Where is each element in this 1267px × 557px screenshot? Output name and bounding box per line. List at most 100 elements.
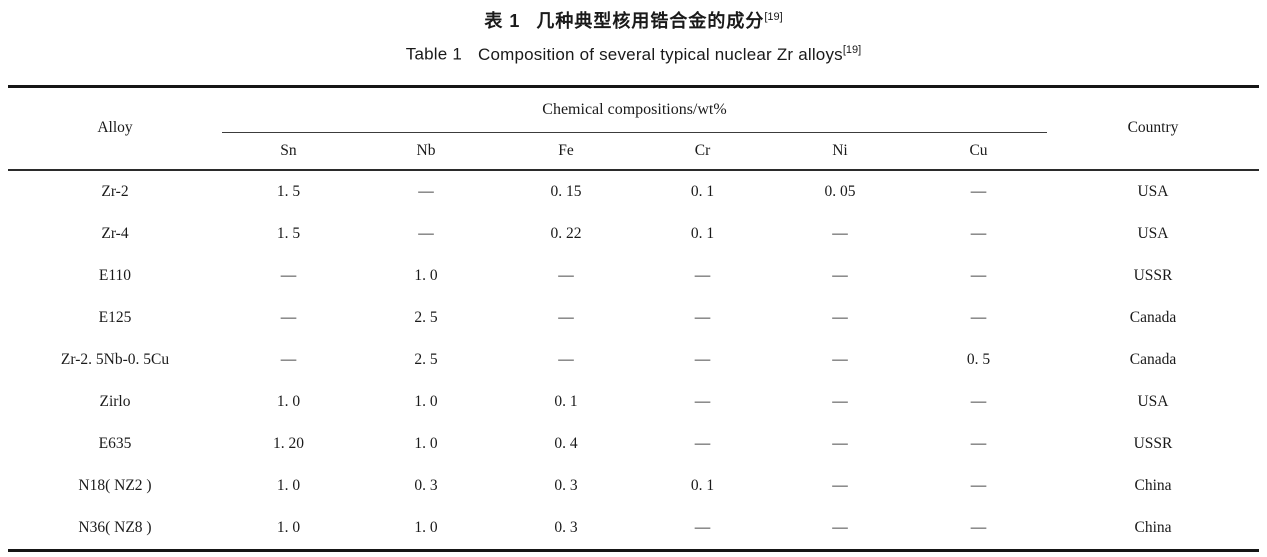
cr-value-cell: 0. 1 <box>690 182 715 200</box>
element-header-row: Sn Nb Fe Cr Ni Cu <box>8 132 1259 170</box>
cu-value-cell: — <box>970 476 987 494</box>
alloy-name-cell: N18( NZ2 ) <box>78 476 152 494</box>
sn-value-cell: 1. 5 <box>276 182 301 200</box>
table-caption-en: Table 1 Composition of several typical nu… <box>0 44 1267 65</box>
cu-value-cell: — <box>970 434 987 452</box>
alloy-name-cell: E635 <box>98 434 132 452</box>
alloy-name-cell: E110 <box>98 266 132 284</box>
table-row: E110 — 1. 0 — — — — USSR <box>8 255 1259 297</box>
cu-value-cell: — <box>970 308 987 326</box>
cu-value-cell: — <box>970 392 987 410</box>
cr-value-cell: 0. 1 <box>690 224 715 242</box>
ni-value-cell: — <box>832 308 848 326</box>
table-caption-en-text: Composition of several typical nuclear Z… <box>478 44 843 64</box>
fe-value-cell: 0. 1 <box>554 392 578 410</box>
ni-value-cell: — <box>832 350 848 368</box>
cr-value-cell: — <box>694 518 711 536</box>
composition-table: Alloy Chemical compositions/wt% Country … <box>7 84 1259 552</box>
ni-value-cell: — <box>832 266 848 284</box>
ni-value-cell: — <box>832 476 848 494</box>
nb-value-cell: 1. 0 <box>414 392 438 410</box>
ni-value-cell: 0. 05 <box>824 182 856 200</box>
nb-value-cell: 0. 3 <box>414 476 438 494</box>
reference-superscript-zh: [19] <box>764 11 783 23</box>
fe-value-cell: — <box>558 308 574 326</box>
fe-value-cell: — <box>558 350 574 368</box>
cr-value-cell: 0. 1 <box>690 476 715 494</box>
ni-value-cell: — <box>832 518 848 536</box>
table-row: E125 — 2. 5 — — — — Canada <box>8 297 1259 339</box>
cu-value-cell: — <box>970 266 987 284</box>
table-caption-zh-text: 几种典型核用锆合金的成分 <box>536 11 765 31</box>
nb-value-cell: 2. 5 <box>414 350 438 368</box>
cr-value-cell: — <box>694 392 711 410</box>
sn-value-cell: — <box>280 308 297 326</box>
country-cell: Canada <box>1129 350 1177 368</box>
ni-value-cell: — <box>832 434 848 452</box>
column-header-nb: Nb <box>416 141 436 159</box>
fe-value-cell: 0. 15 <box>550 182 582 200</box>
country-cell: Canada <box>1129 308 1177 326</box>
sn-value-cell: 1. 0 <box>276 518 301 536</box>
sn-value-cell: 1. 5 <box>276 224 301 242</box>
nb-value-cell: 2. 5 <box>414 308 438 326</box>
fe-value-cell: 0. 3 <box>554 476 578 494</box>
column-header-alloy: Alloy <box>97 119 133 137</box>
fe-value-cell: 0. 4 <box>554 434 578 452</box>
sn-value-cell: 1. 20 <box>272 434 304 452</box>
country-cell: China <box>1134 476 1172 494</box>
table-caption-en-label: Table 1 <box>405 44 462 64</box>
reference-superscript-en: [19] <box>842 44 862 56</box>
cr-value-cell: — <box>694 266 711 284</box>
alloy-name-cell: Zr-4 <box>101 224 129 242</box>
sn-value-cell: 1. 0 <box>276 476 301 494</box>
table-row: Zr-2. 5Nb-0. 5Cu — 2. 5 — — — 0. 5 Canad… <box>8 339 1259 381</box>
cu-value-cell: — <box>970 518 987 536</box>
alloy-name-cell: Zr-2 <box>101 182 129 200</box>
column-header-country: Country <box>1127 119 1179 137</box>
cu-value-cell: — <box>970 224 987 242</box>
table-row: Zr-4 1. 5 — 0. 22 0. 1 — — USA <box>8 213 1259 255</box>
ni-value-cell: — <box>832 224 848 242</box>
column-header-cu: Cu <box>969 141 988 159</box>
nb-value-cell: 1. 0 <box>414 434 438 452</box>
cr-value-cell: — <box>694 434 711 452</box>
nb-value-cell: 1. 0 <box>414 518 438 536</box>
table-row: Zirlo 1. 0 1. 0 0. 1 — — — USA <box>8 381 1259 423</box>
alloy-name-cell: Zr-2. 5Nb-0. 5Cu <box>60 350 170 368</box>
fe-value-cell: 0. 3 <box>554 518 578 536</box>
ni-value-cell: — <box>832 392 848 410</box>
country-cell: USA <box>1137 392 1169 410</box>
column-header-fe: Fe <box>558 141 574 159</box>
alloy-name-cell: N36( NZ8 ) <box>78 518 152 536</box>
country-cell: China <box>1134 518 1172 536</box>
country-cell: USA <box>1137 182 1169 200</box>
column-group-header-compositions: Chemical compositions/wt% <box>221 86 1047 133</box>
column-header-ni: Ni <box>832 141 848 159</box>
table-body: Zr-2 1. 5 — 0. 15 0. 1 0. 05 — USA Zr-4 … <box>8 170 1259 551</box>
cr-value-cell: — <box>694 350 711 368</box>
fe-value-cell: 0. 22 <box>550 224 582 242</box>
table-row: N18( NZ2 ) 1. 0 0. 3 0. 3 0. 1 — — China <box>8 465 1259 507</box>
column-header-cr: Cr <box>694 141 711 159</box>
country-cell: USSR <box>1133 434 1173 452</box>
nb-value-cell: — <box>418 224 434 242</box>
alloy-name-cell: E125 <box>98 308 132 326</box>
table-row: N36( NZ8 ) 1. 0 1. 0 0. 3 — — — China <box>8 507 1259 551</box>
table-row: Zr-2 1. 5 — 0. 15 0. 1 0. 05 — USA <box>8 170 1259 213</box>
cu-value-cell: 0. 5 <box>966 350 991 368</box>
table-row: E635 1. 20 1. 0 0. 4 — — — USSR <box>8 423 1259 465</box>
table-header: Alloy Chemical compositions/wt% Country … <box>7 86 1259 170</box>
cr-value-cell: — <box>694 308 711 326</box>
country-cell: USA <box>1137 224 1169 242</box>
fe-value-cell: — <box>558 266 574 284</box>
cu-value-cell: — <box>970 182 987 200</box>
sn-value-cell: — <box>280 266 297 284</box>
table-caption-zh: 表 1 几种典型核用锆合金的成分[19] <box>0 0 1267 33</box>
nb-value-cell: 1. 0 <box>414 266 438 284</box>
table-caption-zh-label: 表 1 <box>484 11 521 31</box>
column-header-sn: Sn <box>280 141 297 159</box>
sn-value-cell: — <box>280 350 297 368</box>
alloy-name-cell: Zirlo <box>99 392 131 410</box>
country-cell: USSR <box>1133 266 1173 284</box>
